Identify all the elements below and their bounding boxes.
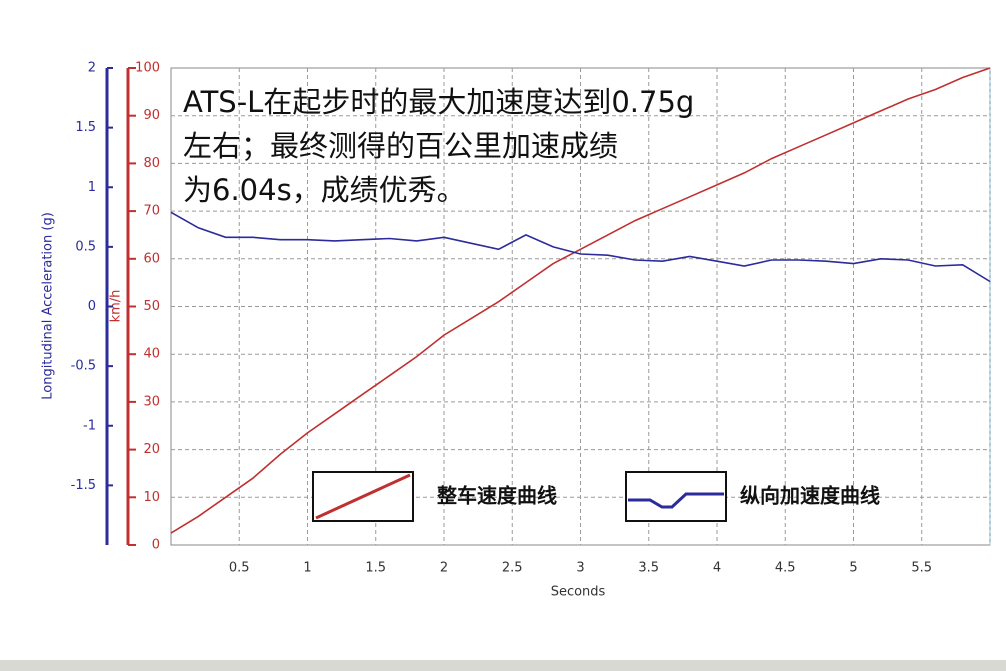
y2-tick-label: 2 bbox=[88, 61, 96, 76]
y2-tick-label: -0.5 bbox=[71, 359, 96, 374]
legend-box bbox=[625, 471, 727, 522]
y2-tick-label: 0 bbox=[88, 299, 96, 314]
bottom-band bbox=[0, 660, 1006, 671]
y2-tick-label: -1.5 bbox=[71, 478, 96, 493]
y-tick-label: 10 bbox=[143, 490, 160, 505]
y-tick-label: 50 bbox=[143, 299, 160, 314]
y-tick-label: 30 bbox=[143, 394, 160, 409]
y-tick-label: 60 bbox=[143, 251, 160, 266]
y-tick-label: 80 bbox=[143, 156, 160, 171]
y-tick-label: 20 bbox=[143, 442, 160, 457]
x-tick-label: 5 bbox=[849, 561, 857, 576]
y2-tick-label: 0.5 bbox=[75, 239, 96, 254]
x-tick-label: 1 bbox=[303, 561, 311, 576]
x-tick-label: 1.5 bbox=[365, 561, 386, 576]
annotation: ATS-L在起步时的最大加速度达到0.75g bbox=[183, 85, 694, 119]
y-tick-label: 100 bbox=[135, 61, 160, 76]
y-tick-label: 0 bbox=[152, 538, 160, 553]
x-tick-label: 5.5 bbox=[911, 561, 932, 576]
legend: 整车速度曲线 纵向加速度曲线 bbox=[312, 471, 880, 522]
y2-tick-label: -1 bbox=[83, 418, 96, 433]
legend-label: 纵向加速度曲线 bbox=[740, 484, 880, 508]
x-tick-label: 2.5 bbox=[502, 561, 523, 576]
legend-sample bbox=[315, 473, 411, 520]
x-tick-label: 0.5 bbox=[229, 561, 250, 576]
x-tick-label: 4 bbox=[713, 561, 721, 576]
y2-tick-label: 1.5 bbox=[75, 120, 96, 135]
legend-label: 整车速度曲线 bbox=[436, 484, 557, 508]
y2-axis-title: Longitudinal Acceleration (g) bbox=[41, 212, 56, 400]
legend-sample bbox=[628, 492, 724, 509]
y-tick-label: 90 bbox=[143, 108, 160, 123]
x-tick-label: 3 bbox=[576, 561, 584, 576]
annotation: 为6.04s，成绩优秀。 bbox=[183, 173, 466, 207]
y2-tick-label: 1 bbox=[88, 180, 96, 195]
x-axis-title: Seconds bbox=[551, 585, 606, 600]
x-tick-label: 3.5 bbox=[638, 561, 659, 576]
data-line bbox=[170, 67, 991, 534]
annotation: 左右；最终测得的百公里加速成绩 bbox=[183, 129, 618, 163]
x-tick-label: 4.5 bbox=[775, 561, 796, 576]
y-axis-title: km/h bbox=[109, 290, 124, 323]
data-line bbox=[170, 211, 991, 283]
y-tick-label: 40 bbox=[143, 347, 160, 362]
x-tick-label: 2 bbox=[440, 561, 448, 576]
y-tick-label: 70 bbox=[143, 204, 160, 219]
